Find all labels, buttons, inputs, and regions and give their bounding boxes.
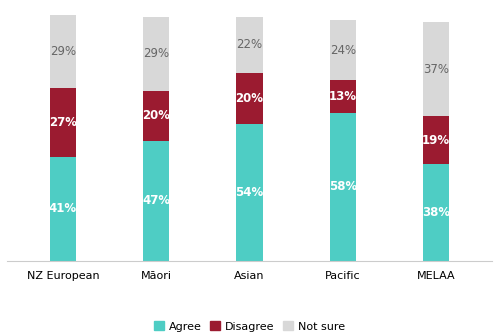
Text: 20%: 20% xyxy=(142,110,170,123)
Bar xyxy=(237,124,262,261)
Text: 29%: 29% xyxy=(143,47,169,60)
Text: 37%: 37% xyxy=(423,62,449,75)
Text: 22%: 22% xyxy=(237,38,262,51)
Bar xyxy=(330,20,356,80)
Text: 20%: 20% xyxy=(236,92,263,105)
Bar xyxy=(237,73,262,124)
Text: 38%: 38% xyxy=(422,206,450,219)
Text: 19%: 19% xyxy=(422,134,450,147)
Bar xyxy=(237,17,262,73)
Text: 54%: 54% xyxy=(236,186,263,198)
Bar xyxy=(423,22,449,116)
Text: 58%: 58% xyxy=(329,180,357,193)
Text: 47%: 47% xyxy=(142,194,170,207)
Legend: Agree, Disagree, Not sure: Agree, Disagree, Not sure xyxy=(150,317,349,334)
Bar xyxy=(50,157,76,261)
Bar xyxy=(143,17,169,91)
Bar xyxy=(50,15,76,88)
Bar xyxy=(423,116,449,164)
Text: 41%: 41% xyxy=(49,202,77,215)
Bar xyxy=(330,114,356,261)
Text: 29%: 29% xyxy=(50,45,76,58)
Bar xyxy=(143,91,169,141)
Bar xyxy=(143,141,169,261)
Text: 24%: 24% xyxy=(330,43,356,56)
Bar xyxy=(423,164,449,261)
Bar xyxy=(330,80,356,114)
Text: 27%: 27% xyxy=(49,116,77,129)
Bar xyxy=(50,88,76,157)
Text: 13%: 13% xyxy=(329,91,357,104)
